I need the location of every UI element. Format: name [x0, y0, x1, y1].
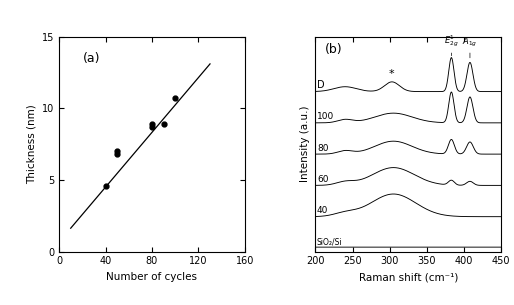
Text: D: D [317, 80, 324, 90]
X-axis label: Number of cycles: Number of cycles [106, 272, 197, 282]
Text: 100: 100 [317, 112, 334, 121]
Text: *: * [389, 69, 395, 79]
Text: 60: 60 [317, 175, 328, 184]
Text: 80: 80 [317, 144, 328, 152]
Text: (a): (a) [83, 52, 101, 65]
Text: 40: 40 [317, 206, 328, 215]
X-axis label: Raman shift (cm⁻¹): Raman shift (cm⁻¹) [359, 272, 458, 282]
Text: $E^1_{2g}$: $E^1_{2g}$ [444, 34, 458, 49]
Y-axis label: Intensity (a.u.): Intensity (a.u.) [300, 106, 310, 182]
Y-axis label: Thickness (nm): Thickness (nm) [26, 104, 36, 184]
Text: SiO₂/Si: SiO₂/Si [317, 238, 342, 246]
Text: $A_{1g}$: $A_{1g}$ [462, 36, 478, 49]
Text: (b): (b) [325, 43, 342, 56]
